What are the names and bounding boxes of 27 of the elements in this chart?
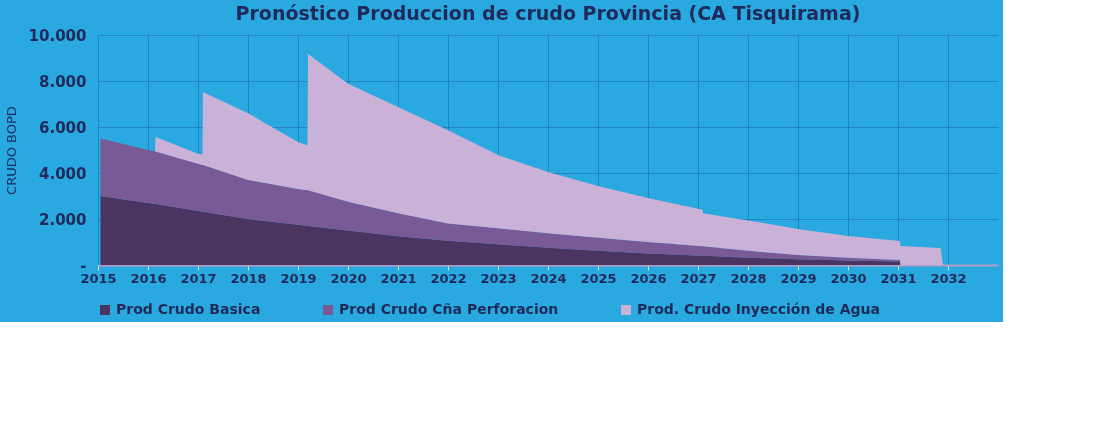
x-tick-label: 2029 (780, 270, 817, 286)
y-tick-label: 8.000 (39, 72, 87, 91)
y-axis-title: CRUDO BOPD (3, 106, 19, 195)
legend-label: Prod Crudo Basica (116, 301, 261, 317)
x-tick-label: 2027 (680, 270, 717, 286)
chart-title: Pronóstico Produccion de crudo Provincia (CA Tisquirama) (235, 2, 861, 24)
x-tick-label: 2028 (730, 270, 767, 286)
x-tick-label: 2025 (580, 270, 617, 286)
x-tick-label: 2018 (230, 270, 267, 286)
x-tick-label: 2016 (130, 270, 167, 286)
y-tick-label: 4.000 (39, 164, 87, 183)
x-tick-label: 2031 (880, 270, 917, 286)
y-tick-label: 2.000 (39, 210, 87, 229)
x-tick-label: 2019 (280, 270, 317, 286)
x-tick-label: 2032 (930, 270, 967, 286)
x-tick-label: 2021 (380, 270, 417, 286)
y-tick-label: 6.000 (39, 118, 87, 137)
legend-label: Prod Crudo Cña Perforacion (339, 301, 559, 317)
x-tick-label: 2023 (480, 270, 517, 286)
y-tick-label: 10.000 (28, 26, 87, 45)
x-tick-label: 2030 (830, 270, 867, 286)
x-tick-label: 2017 (180, 270, 217, 286)
x-tick-label: 2024 (530, 270, 567, 286)
x-tick-label: 2020 (330, 270, 367, 286)
legend-label: Prod. Crudo Inyección de Agua (637, 301, 880, 317)
x-tick-label: 2026 (630, 270, 667, 286)
x-tick-label: 2022 (430, 270, 467, 286)
